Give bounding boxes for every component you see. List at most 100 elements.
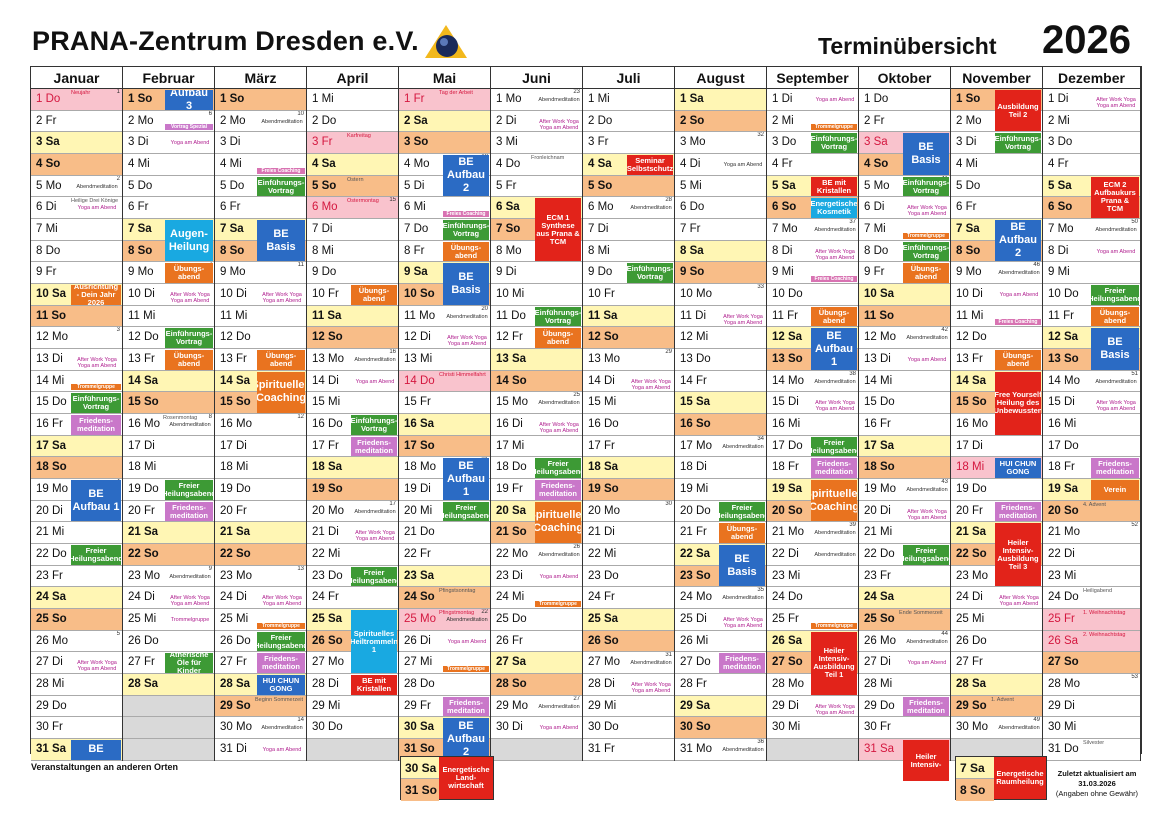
day-cell[interactable]: 23 Mi — [767, 565, 858, 588]
day-cell[interactable]: 29 Do — [31, 695, 122, 718]
event-block[interactable]: Einführungs-Vortrag — [903, 241, 949, 262]
day-cell[interactable]: 28 So — [491, 674, 582, 696]
day-cell[interactable]: 5 Do — [123, 175, 214, 198]
event-block[interactable]: ECM 2 Aufbaukurs Prana & TCM — [1091, 176, 1139, 218]
event-block[interactable]: Freier Heilungsabend — [1091, 285, 1139, 305]
day-cell[interactable]: 26 Mi — [675, 630, 766, 653]
day-cell[interactable]: 1 Di — [1043, 89, 1140, 111]
event-block[interactable]: Vortrag Spezial — [165, 124, 213, 131]
day-cell[interactable]: 9 Di — [491, 262, 582, 285]
day-cell[interactable]: 4 So — [31, 154, 122, 176]
day-cell[interactable]: 23 Mi — [1043, 565, 1140, 588]
day-cell[interactable]: 23 Di — [491, 565, 582, 588]
day-cell[interactable]: 21 Mo 39 — [767, 522, 858, 545]
day-cell[interactable]: 6 Fr — [215, 197, 306, 219]
day-cell[interactable]: 17 Mi — [491, 435, 582, 458]
event-block[interactable]: Spirituelles Coaching — [535, 501, 581, 544]
day-cell[interactable]: 9 Do — [307, 262, 398, 285]
day-cell[interactable]: 3 Mi — [491, 132, 582, 154]
day-cell[interactable]: 3 Fr Karfreitag — [307, 132, 398, 154]
day-cell[interactable]: 24 Do Heiligabend — [1043, 587, 1140, 610]
day-cell[interactable]: 30 Mo 49 — [951, 717, 1042, 740]
day-cell[interactable]: 4 Fr — [1043, 154, 1140, 176]
day-cell[interactable]: 22 Mi — [583, 544, 674, 566]
day-cell[interactable]: 16 Mo 12 — [215, 414, 306, 436]
day-cell[interactable]: 25 Sa — [583, 609, 674, 631]
day-cell[interactable]: 12 Mi — [675, 327, 766, 350]
day-cell[interactable]: 23 Fr — [31, 565, 122, 588]
event-block[interactable]: Freier Heilungsabend — [165, 480, 213, 500]
event-text[interactable]: Yoga am Abend — [815, 97, 855, 103]
day-cell[interactable]: 14 So — [491, 370, 582, 393]
day-cell[interactable]: 16 Sa — [399, 414, 490, 436]
day-cell[interactable]: 8 Mi — [307, 240, 398, 263]
event-block[interactable]: Friedens-meditation — [351, 436, 397, 457]
event-text[interactable]: Abendmeditation — [1095, 378, 1137, 385]
day-cell[interactable]: 22 Mi — [307, 544, 398, 566]
event-text[interactable]: After Work Yoga Yoga am Abend — [815, 703, 855, 716]
day-cell[interactable]: 13 Mo 16 — [307, 349, 398, 371]
day-cell[interactable]: 3 Do — [1043, 132, 1140, 154]
day-cell[interactable]: 16 Fr — [859, 414, 950, 436]
day-cell[interactable]: 4 Mi — [951, 154, 1042, 176]
day-cell[interactable]: 14 Di — [583, 370, 674, 393]
event-text[interactable]: After Work Yoga Yoga am Abend — [170, 595, 210, 608]
day-cell[interactable]: 3 Sa — [31, 132, 122, 154]
day-cell[interactable]: 26 Mo 5 — [31, 630, 122, 653]
event-block[interactable]: Übungs-abend — [903, 263, 949, 284]
day-cell[interactable]: 10 Mi — [491, 284, 582, 306]
day-cell[interactable]: 11 Di — [675, 305, 766, 328]
event-block[interactable]: Friedens-meditation — [1091, 458, 1139, 479]
day-cell[interactable]: 23 Mo 13 — [215, 565, 306, 588]
day-cell[interactable]: 11 Mo 20 — [399, 305, 490, 328]
event-block[interactable]: Spirituelles Coaching — [811, 480, 857, 522]
event-block[interactable]: BE Aufbau 1 — [443, 458, 489, 500]
day-cell[interactable]: 29 Di — [767, 695, 858, 718]
event-text[interactable]: Abendmeditation — [906, 487, 948, 494]
day-cell[interactable]: 8 Do — [31, 240, 122, 263]
day-cell[interactable]: 13 Sa — [491, 349, 582, 371]
day-cell[interactable]: 12 Do — [215, 327, 306, 350]
day-cell[interactable]: 15 Mi — [583, 392, 674, 415]
day-cell[interactable]: 24 Di — [123, 587, 214, 610]
event-block[interactable]: HUI CHUN GONG — [257, 675, 305, 695]
event-block[interactable]: BE Basis — [719, 545, 765, 587]
day-cell[interactable]: 1 Mo 23 — [491, 89, 582, 111]
day-cell[interactable]: 9 So — [675, 262, 766, 285]
event-block[interactable]: Freier Heilungsabend — [443, 501, 489, 522]
day-cell[interactable]: 4 Sa — [307, 154, 398, 176]
day-cell[interactable]: 21 Di — [307, 522, 398, 545]
event-text[interactable]: Yoga am Abend — [355, 378, 395, 385]
event-block[interactable]: Aufbau 3 — [165, 90, 213, 110]
day-cell[interactable]: 27 Sa — [491, 652, 582, 675]
event-text[interactable]: Abendmeditation — [722, 443, 764, 450]
event-block[interactable]: Friedens-meditation — [811, 458, 857, 479]
day-cell[interactable]: 20 Mo 17 — [307, 500, 398, 523]
day-cell[interactable]: 29 Di — [1043, 695, 1140, 718]
day-cell[interactable]: 27 Fr — [951, 652, 1042, 675]
event-text[interactable]: Yoga am Abend — [999, 292, 1039, 299]
event-block[interactable]: BE Aufbau 2 — [995, 220, 1041, 262]
day-cell[interactable]: 26 Sa 2. Weihnachtstag — [1043, 630, 1140, 653]
day-cell[interactable]: 17 Do — [1043, 435, 1140, 458]
event-text[interactable]: Abendmeditation — [998, 270, 1040, 277]
day-cell[interactable]: 20 Di — [859, 500, 950, 523]
event-block[interactable]: Freies Coaching — [257, 167, 305, 174]
day-cell[interactable]: 17 Mo 34 — [675, 435, 766, 458]
day-cell[interactable]: 27 So — [1043, 652, 1140, 675]
event-text[interactable]: Yoga am Abend — [1096, 248, 1136, 255]
event-block[interactable]: Ausrichtung - Dein Jahr 2026 — [71, 285, 121, 305]
event-text[interactable]: Abendmeditation — [538, 400, 580, 407]
event-text[interactable]: Abendmeditation — [538, 552, 580, 559]
event-block[interactable]: Verein — [1091, 480, 1139, 500]
day-cell[interactable]: 14 Do Christi Himmelfahrt — [399, 370, 490, 393]
event-block[interactable]: Übungs-abend — [719, 523, 765, 544]
day-cell[interactable]: 24 Di — [951, 587, 1042, 610]
day-cell[interactable]: 23 Fr — [859, 565, 950, 588]
day-cell[interactable]: 19 Do — [215, 479, 306, 501]
event-block[interactable]: BE Aufbau 2 — [443, 155, 489, 197]
event-block[interactable]: Heiler Intensiv-Ausbildung Teil 1 — [811, 631, 857, 695]
event-text[interactable]: After Work Yoga Yoga am Abend — [723, 313, 763, 326]
day-cell[interactable]: 1 Mi — [307, 89, 398, 111]
event-text[interactable]: Abendmeditation — [906, 638, 948, 645]
